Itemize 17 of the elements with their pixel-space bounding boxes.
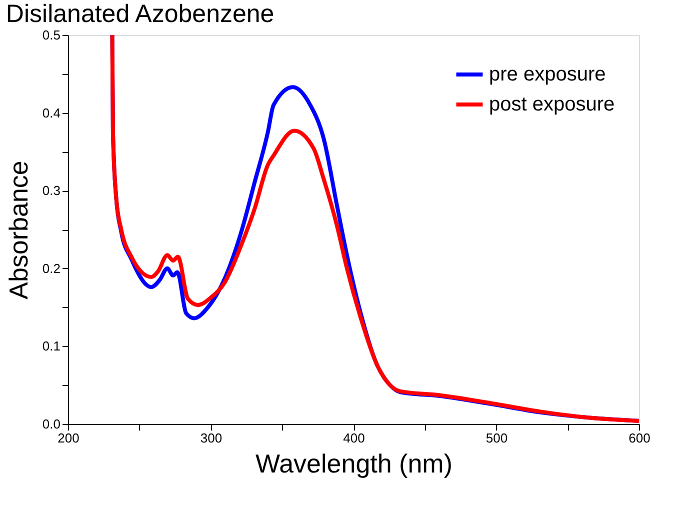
line-series <box>110 35 639 423</box>
x-tick-label: 600 <box>628 430 650 446</box>
x-axis-title: Wavelength (nm) <box>256 448 452 478</box>
y-tick-label: 0.4 <box>42 105 60 120</box>
x-tick-label: 200 <box>58 430 80 446</box>
y-tick-label: 0.5 <box>42 28 60 42</box>
legend-label: post exposure <box>489 94 615 116</box>
y-axis-title: Absorbance <box>3 160 34 300</box>
x-tick-label: 400 <box>343 430 365 446</box>
x-tick-label: 300 <box>200 430 222 446</box>
y-tick-label: 0.1 <box>42 338 60 354</box>
y-tick-label: 0.3 <box>42 183 60 198</box>
chart-title: Disilanated Azobenzene <box>6 0 274 28</box>
legend-label: pre exposure <box>489 64 606 86</box>
y-tick-label: 0.0 <box>42 416 60 432</box>
y-tick-label: 0.2 <box>42 260 60 276</box>
x-tick-label: 500 <box>486 430 508 446</box>
